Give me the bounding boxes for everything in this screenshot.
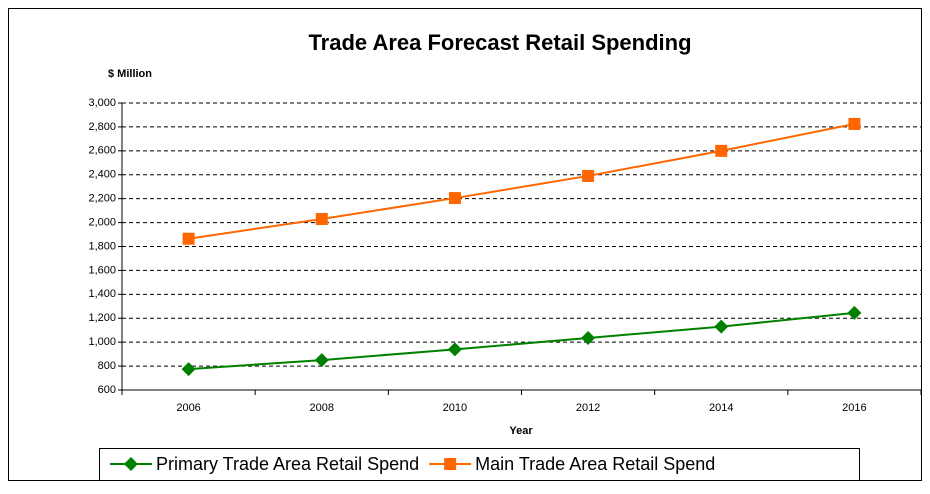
y-tick-label: 2,600 [88,145,116,157]
point [715,144,728,157]
point [714,319,729,334]
y-tick-label: 2,000 [88,216,116,228]
legend [99,448,860,481]
point [181,362,196,377]
x-tick-label: 2006 [176,402,200,414]
point [448,192,461,205]
x-tick-label: 2008 [310,402,334,414]
y-tick-label: 1,400 [88,288,116,300]
series-line [188,311,855,371]
legend-marker [124,457,138,471]
legend-marker [444,458,457,470]
chart-title: Trade Area Forecast Retail Spending [308,30,691,55]
y-tick-label: 600 [98,384,116,396]
legend-label: Main Trade Area Retail Spend [475,454,715,474]
x-tick-label: 2012 [576,402,600,414]
y-tick-label: 2,200 [88,193,116,205]
y-tick-label: 2,800 [88,121,116,133]
y-tick-label: 1,800 [88,240,116,252]
point [182,232,195,245]
y-tick-label: 3,000 [88,97,116,109]
point [447,342,462,357]
x-tick-label: 2010 [443,402,467,414]
series-line [188,122,855,240]
x-tick-label: 2014 [709,402,733,414]
y-tick-label: 1,000 [88,336,116,348]
point [581,330,596,345]
chart-border [8,8,922,481]
point [314,353,329,368]
point [848,117,861,130]
y-tick-label: 2,400 [88,169,116,181]
y-tick-label: 800 [98,360,116,372]
point [315,212,328,225]
x-axis-label: Year [509,425,533,437]
y-axis-label: $ Million [108,68,152,80]
legend-label: Primary Trade Area Retail Spend [156,454,419,474]
point [582,169,595,182]
y-tick-label: 1,600 [88,264,116,276]
y-tick-label: 1,200 [88,312,116,324]
x-tick-label: 2016 [842,402,866,414]
point [847,305,862,320]
